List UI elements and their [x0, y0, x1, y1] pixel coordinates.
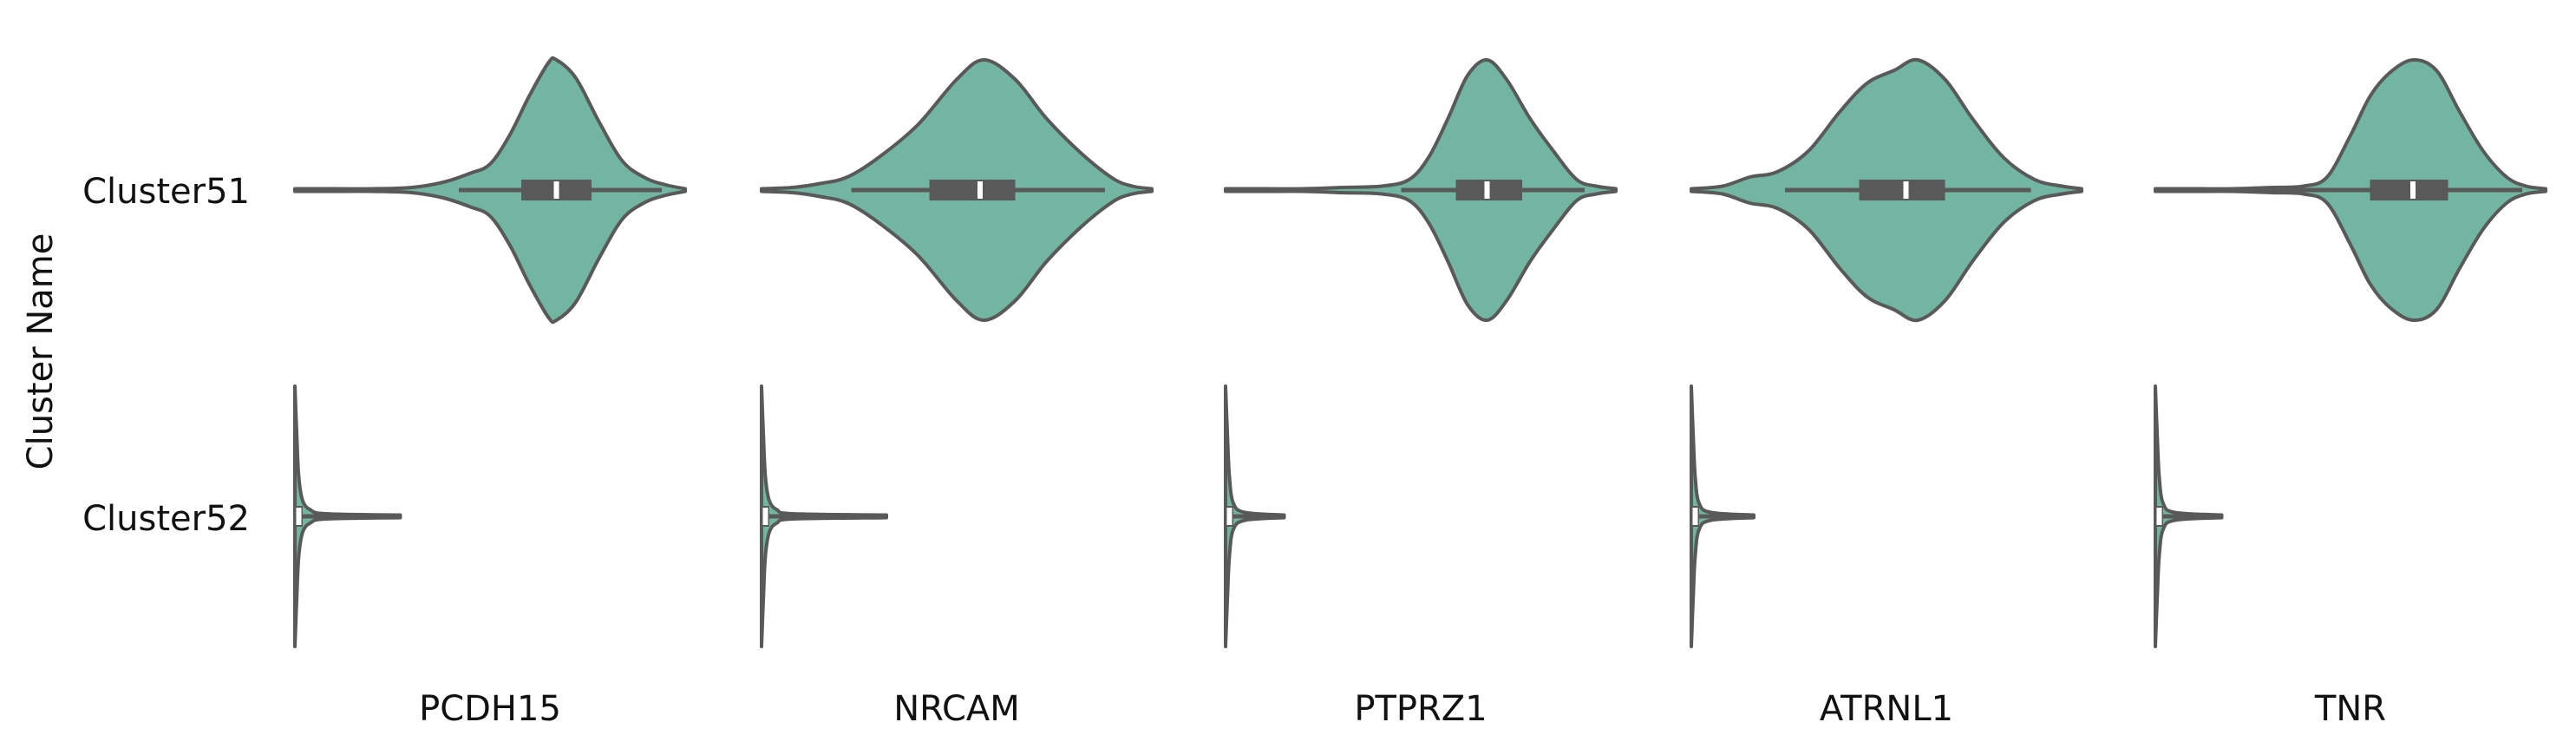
median-marker-tnr-cluster52: [2156, 508, 2162, 525]
gene-panel-pcdh15: PCDH15: [293, 56, 687, 729]
outlier-nrcam-cluster52-0: [821, 513, 827, 520]
y-axis-title: Cluster Name: [21, 233, 61, 470]
median-marker-tnr-cluster51: [2410, 181, 2416, 199]
category-label-cluster51: Cluster51: [82, 172, 250, 212]
median-marker-atrnl1-cluster52: [1692, 508, 1698, 525]
median-marker-pcdh15-cluster52: [296, 508, 302, 525]
gene-panel-nrcam: NRCAM: [760, 58, 1154, 729]
iqr-box-atrnl1-cluster51: [1859, 180, 1945, 200]
gene-panels: PCDH15 NRCAM PTPRZ1 ATRNL1 TNR: [293, 56, 2547, 729]
gene-panel-atrnl1: ATRNL1: [1690, 57, 2083, 729]
iqr-box-tnr-cluster51: [2370, 180, 2449, 200]
gene-label-pcdh15: PCDH15: [419, 689, 561, 729]
median-marker-pcdh15-cluster51: [553, 181, 559, 199]
outlier-pcdh15-cluster52-0: [354, 513, 361, 520]
median-marker-ptprz1-cluster52: [1226, 508, 1232, 525]
median-marker-ptprz1-cluster51: [1484, 181, 1490, 199]
gene-label-atrnl1: ATRNL1: [1820, 689, 1953, 729]
category-label-cluster52: Cluster52: [82, 499, 250, 539]
gene-label-nrcam: NRCAM: [893, 689, 1020, 729]
median-marker-nrcam-cluster52: [762, 508, 768, 525]
gene-panel-tnr: TNR: [2154, 57, 2547, 729]
median-marker-nrcam-cluster51: [977, 181, 983, 199]
median-marker-atrnl1-cluster51: [1903, 181, 1909, 199]
gene-label-ptprz1: PTPRZ1: [1354, 689, 1487, 729]
gene-label-tnr: TNR: [2314, 689, 2386, 729]
iqr-box-nrcam-cluster51: [929, 180, 1016, 200]
gene-panel-ptprz1: PTPRZ1: [1224, 57, 1618, 729]
